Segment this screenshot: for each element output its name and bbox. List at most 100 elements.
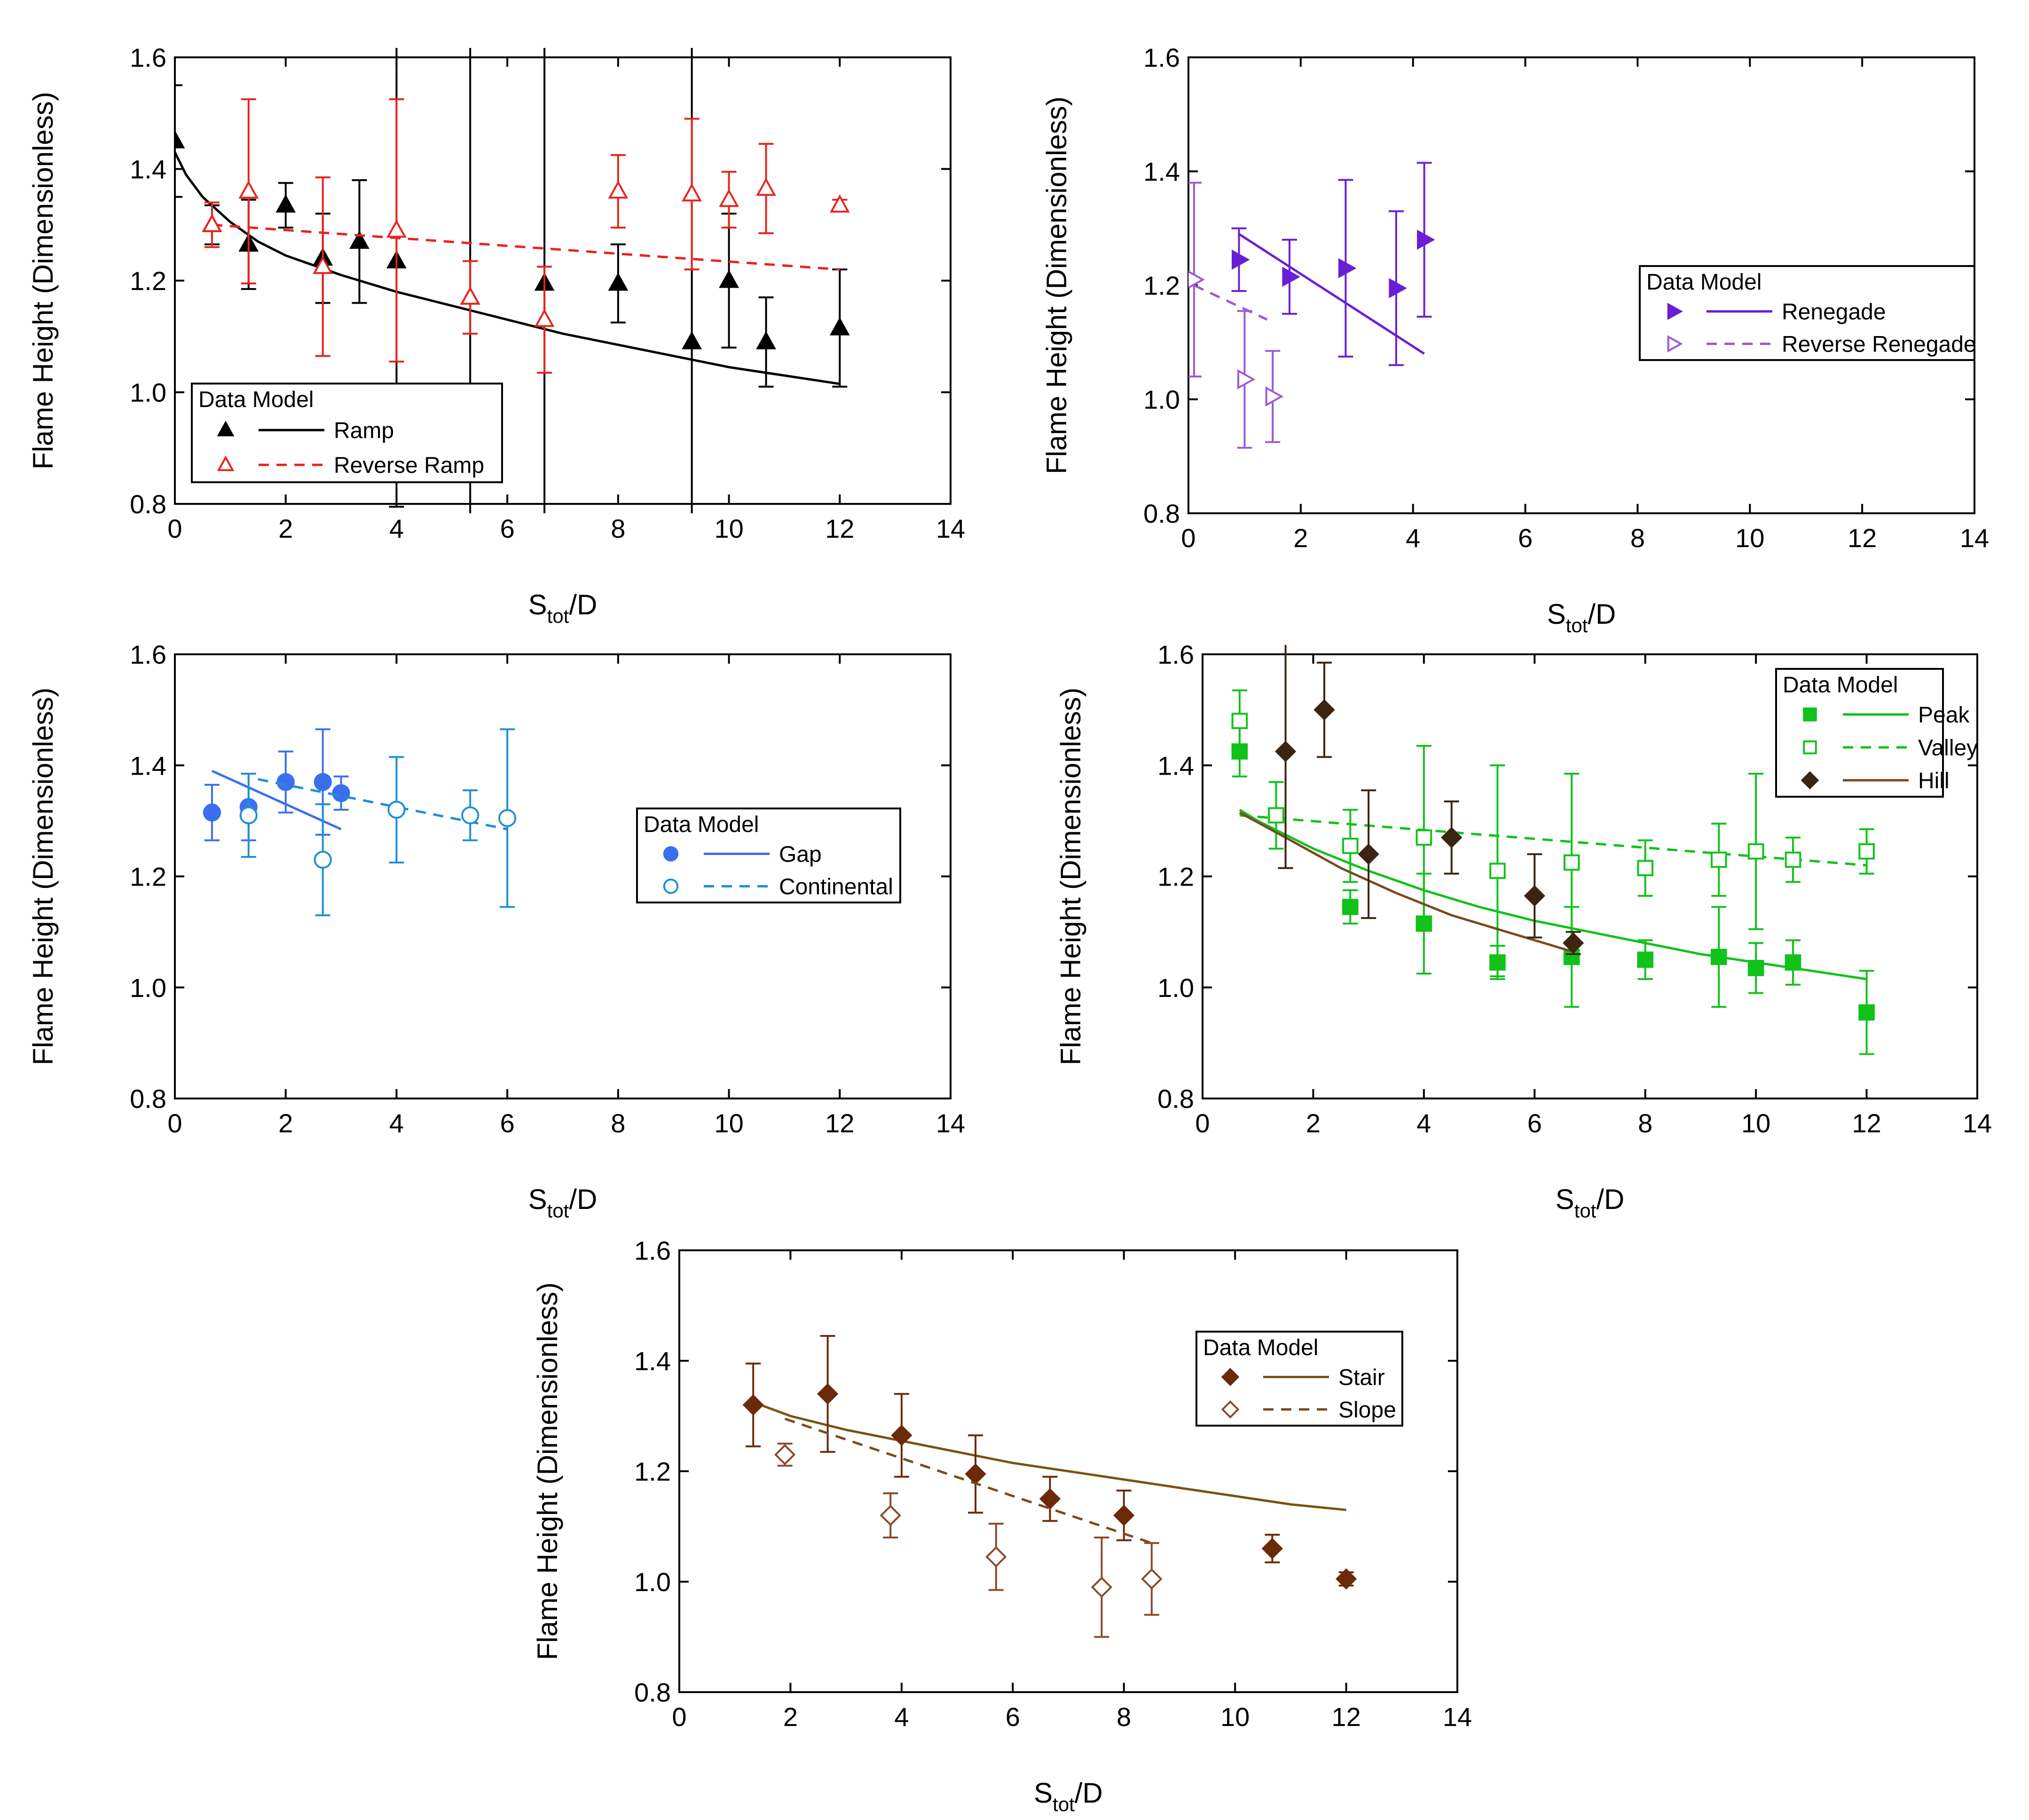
data-point xyxy=(756,178,776,196)
data-point xyxy=(534,309,555,327)
series-renegade xyxy=(1231,162,1435,366)
data-point xyxy=(1091,1577,1113,1598)
data-point xyxy=(313,256,333,274)
y-axis-title: Flame Height (Dimensionless) xyxy=(532,1282,563,1660)
x-tick-label: 6 xyxy=(500,1108,515,1138)
data-point xyxy=(498,809,517,827)
data-point xyxy=(239,806,258,824)
x-axis-title: Stot/D xyxy=(1034,1777,1103,1815)
y-tick-label: 1.2 xyxy=(634,1457,671,1486)
x-tick-label: 10 xyxy=(1735,523,1764,553)
plot-area xyxy=(1231,645,1875,1055)
x-tick-label: 6 xyxy=(1527,1108,1542,1138)
data-point xyxy=(756,331,776,350)
fit-line xyxy=(212,223,840,271)
legend-marker xyxy=(1221,1400,1240,1419)
data-point xyxy=(276,773,295,791)
y-tick-label: 0.8 xyxy=(130,489,166,519)
fit-line xyxy=(175,151,840,385)
y-axis-title: Flame Height (Dimensionless) xyxy=(1041,96,1072,474)
data-point xyxy=(1637,860,1654,877)
fit-line xyxy=(1193,284,1268,321)
series-gap xyxy=(203,728,350,841)
data-point xyxy=(1563,854,1580,871)
x-tick-label: 6 xyxy=(1006,1702,1020,1732)
data-point xyxy=(1637,951,1654,968)
data-point xyxy=(461,806,480,824)
chart-panel-middle-left: 0 2 4 6 8 10 12 14 0.8 1.0 1.2 1.4 1.6 Stot/D Flame He… xyxy=(27,640,965,1222)
legend: Data Model Gap Continental xyxy=(636,808,901,903)
x-tick-label: 14 xyxy=(1960,523,1989,553)
data-point xyxy=(1141,1568,1163,1590)
y-tick-label: 1.6 xyxy=(130,43,166,72)
y-tick-label: 1.4 xyxy=(130,751,166,780)
x-tick-label: 0 xyxy=(1195,1108,1210,1138)
y-tick-label: 1.2 xyxy=(1157,862,1194,892)
y-tick-label: 1.6 xyxy=(130,640,166,669)
data-point xyxy=(880,1505,901,1526)
legend-title: Data Model xyxy=(1646,270,1762,295)
data-point xyxy=(608,180,629,199)
data-point xyxy=(203,803,221,822)
fit-line xyxy=(784,1418,1152,1545)
data-point xyxy=(387,800,406,819)
data-point xyxy=(314,850,332,869)
x-tick-label: 10 xyxy=(714,1108,743,1138)
data-point xyxy=(829,317,850,336)
legend-box xyxy=(1775,668,1944,798)
data-point xyxy=(202,214,222,232)
x-tick-label: 14 xyxy=(1963,1108,1992,1138)
y-tick-label: 1.6 xyxy=(1157,640,1194,669)
chart-panel-middle-right: 0 2 4 6 8 10 12 14 0.8 1.0 1.2 1.4 1.6 Stot/D Flame He… xyxy=(1055,640,1992,1222)
y-tick-label: 0.8 xyxy=(130,1084,166,1114)
chart-panel-bottom-center: 0 2 4 6 8 10 12 14 0.8 1.0 1.2 1.4 1.6 Stot/D Flame He… xyxy=(532,1236,1472,1815)
data-point xyxy=(1231,713,1248,730)
data-point xyxy=(1858,1004,1875,1021)
x-tick-label: 8 xyxy=(1630,523,1645,553)
x-tick-label: 0 xyxy=(672,1702,686,1732)
x-tick-label: 8 xyxy=(1117,1702,1131,1732)
legend-label: Slope xyxy=(1338,1398,1396,1423)
x-tick-label: 0 xyxy=(1181,523,1195,553)
legend-box xyxy=(1639,265,1975,361)
data-point xyxy=(1785,851,1801,868)
x-tick-label: 8 xyxy=(1638,1108,1652,1138)
series-valley xyxy=(1231,689,1875,978)
fit-line xyxy=(1239,811,1572,953)
data-point xyxy=(1265,386,1284,407)
x-tick-label: 10 xyxy=(714,514,743,543)
plot-area xyxy=(1188,162,1435,449)
legend-marker xyxy=(1667,303,1683,320)
x-tick-label: 4 xyxy=(1406,523,1420,553)
x-axis-title: Stot/D xyxy=(528,589,598,627)
y-tick-label: 1.2 xyxy=(1143,271,1180,300)
x-tick-label: 2 xyxy=(278,1108,293,1138)
data-point xyxy=(386,220,407,238)
data-point xyxy=(985,1546,1007,1568)
y-tick-label: 0.8 xyxy=(634,1678,671,1707)
y-axis-title: Flame Height (Dimensionless) xyxy=(27,92,59,470)
data-point xyxy=(1335,1568,1357,1590)
y-tick-label: 1.2 xyxy=(130,862,166,892)
x-tick-label: 2 xyxy=(783,1702,798,1732)
x-tick-label: 8 xyxy=(611,514,625,543)
plot-area xyxy=(203,728,517,917)
data-point xyxy=(817,1383,839,1405)
data-point xyxy=(1416,829,1432,846)
series-slope xyxy=(774,1418,1163,1638)
data-point xyxy=(1417,229,1435,250)
data-point xyxy=(1563,932,1584,954)
y-tick-label: 1.4 xyxy=(634,1346,671,1376)
legend-marker xyxy=(1803,740,1817,754)
legend-marker xyxy=(217,455,235,471)
x-tick-label: 2 xyxy=(1306,1108,1321,1138)
data-point xyxy=(1282,267,1300,287)
fit-line xyxy=(211,769,342,831)
legend-label: Peak xyxy=(1918,703,1970,728)
x-tick-label: 2 xyxy=(278,514,293,543)
y-tick-label: 1.0 xyxy=(130,973,166,1003)
legend-label: Valley xyxy=(1918,736,1978,761)
y-tick-label: 0.8 xyxy=(1143,499,1180,528)
legend-label: Stair xyxy=(1338,1365,1385,1390)
